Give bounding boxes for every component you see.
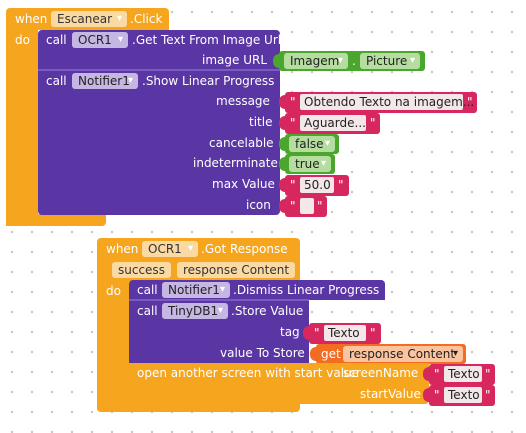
component-dropdown-tinydb1[interactable]: TinyDB1 — [162, 303, 228, 319]
call-keyword: call — [137, 283, 158, 297]
number-block-max-value[interactable]: " 50.0 " — [285, 175, 349, 196]
param-indeterminate-label: indeterminate — [193, 156, 278, 170]
method-name: .Dismiss Linear Progress — [233, 283, 380, 297]
variable-dropdown-response-content[interactable]: response Content — [343, 346, 463, 362]
event-footer — [6, 214, 106, 226]
param-start-value-label: startValue — [360, 387, 421, 401]
string-block-icon[interactable]: " " — [285, 196, 327, 217]
socket-connector — [279, 95, 285, 109]
show-linear-progress-block[interactable] — [38, 71, 280, 215]
socket-connector — [273, 54, 279, 68]
get-keyword: get — [321, 347, 341, 361]
boolean-dropdown-true[interactable]: true — [289, 156, 331, 172]
string-value-title[interactable]: Aguarde... — [300, 115, 366, 131]
string-block-start-value[interactable]: " Texto " — [429, 385, 495, 406]
open-screen-label: open another screen with start value — [137, 366, 360, 380]
property-getter-imagem-picture[interactable]: Imagem . Picture — [279, 51, 425, 71]
get-variable-block[interactable]: get response Content — [316, 344, 466, 364]
component-dropdown-imagem[interactable]: Imagem — [284, 53, 348, 69]
call-keyword: call — [46, 74, 67, 88]
when-keyword: when — [106, 242, 139, 256]
socket-connector — [279, 137, 285, 151]
open-another-screen-block[interactable] — [129, 363, 429, 404]
event-spine — [97, 280, 129, 410]
socket-connector — [279, 199, 285, 213]
boolean-block-true[interactable]: true — [285, 154, 335, 174]
param-tag-label: tag — [280, 325, 300, 339]
statement-divider — [129, 299, 309, 301]
socket-connector — [423, 388, 429, 402]
string-value-icon[interactable] — [300, 198, 314, 214]
string-value-start-value[interactable]: Texto — [444, 387, 482, 403]
param-image-url-label: image URL — [202, 53, 267, 67]
call-keyword: call — [46, 33, 67, 47]
string-block-tag[interactable]: " Texto " — [309, 323, 381, 344]
string-block-message[interactable]: " Obtendo Texto na imagem... " — [285, 92, 477, 113]
string-value-message[interactable]: Obtendo Texto na imagem... — [300, 94, 474, 110]
method-name: .Get Text From Image Url — [132, 33, 282, 47]
boolean-block-false[interactable]: false — [285, 134, 339, 154]
socket-connector — [279, 116, 285, 130]
component-dropdown-escanear[interactable]: Escanear — [51, 11, 127, 27]
event-name: .Got Response — [201, 242, 288, 256]
number-value-max[interactable]: 50.0 — [300, 177, 334, 193]
event-spine — [6, 28, 38, 226]
socket-connector — [279, 178, 285, 192]
string-value-tag[interactable]: Texto — [324, 325, 366, 341]
statement-divider — [38, 69, 280, 71]
param-max-value-label: max Value — [212, 177, 275, 191]
component-dropdown-notifier1[interactable]: Notifier1 — [72, 73, 138, 89]
call-keyword: call — [137, 304, 158, 318]
event-param-success[interactable]: success — [112, 262, 171, 278]
component-dropdown-notifier1[interactable]: Notifier1 — [162, 282, 230, 298]
method-name: .Store Value — [231, 304, 304, 318]
socket-connector — [310, 347, 316, 361]
event-name: .Click — [130, 12, 163, 26]
component-dropdown-ocr1[interactable]: OCR1 — [72, 32, 128, 48]
method-name: .Show Linear Progress — [142, 74, 275, 88]
param-title-label: title — [249, 115, 273, 129]
param-icon-label: icon — [246, 198, 271, 212]
boolean-dropdown-false[interactable]: false — [289, 136, 335, 152]
socket-connector — [423, 367, 429, 381]
property-dropdown-picture[interactable]: Picture — [360, 53, 420, 69]
socket-connector — [303, 326, 309, 340]
component-dropdown-ocr1[interactable]: OCR1 — [142, 241, 198, 257]
param-screen-name-label: screenName — [343, 366, 419, 380]
socket-connector — [279, 157, 285, 171]
param-cancelable-label: cancelable — [209, 136, 274, 150]
when-keyword: when — [15, 12, 48, 26]
event-param-response-content[interactable]: response Content — [177, 262, 296, 278]
string-block-title[interactable]: " Aguarde... " — [285, 113, 380, 134]
do-keyword: do — [15, 33, 30, 47]
do-keyword: do — [106, 284, 121, 298]
param-value-to-store-label: value To Store — [220, 346, 305, 360]
param-message-label: message — [216, 94, 270, 108]
string-block-screen-name[interactable]: " Texto " — [429, 364, 495, 385]
string-value-screen-name[interactable]: Texto — [444, 366, 482, 382]
